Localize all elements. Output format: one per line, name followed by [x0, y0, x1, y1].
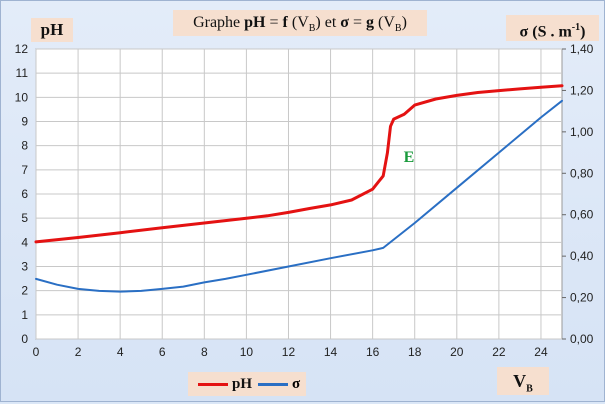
y-left-tick-label: 5 — [21, 211, 28, 225]
y-left-tick-label: 10 — [15, 90, 29, 104]
y-right-tick-label: 1,20 — [570, 83, 594, 97]
equivalence-point-label: E — [404, 149, 415, 166]
y-left-tick-label: 8 — [21, 139, 28, 153]
y-right-tick-label: 0,40 — [570, 249, 594, 263]
y-left-tick-label: 9 — [21, 115, 28, 129]
y-left-tick-label: 0 — [21, 332, 28, 346]
x-tick-label: 24 — [534, 345, 548, 359]
y-left-tick-label: 4 — [21, 235, 28, 249]
chart-title: Graphe pH = f (VB) et σ = g (VB) — [173, 10, 427, 36]
x-tick-label: 10 — [240, 345, 254, 359]
y-left-tick-label: 7 — [21, 163, 28, 177]
x-tick-label: 20 — [450, 345, 464, 359]
y-right-tick-label: 1,00 — [570, 125, 594, 139]
y-left-tick-label: 3 — [21, 260, 28, 274]
legend-label-sigma: σ — [292, 376, 301, 392]
x-tick-label: 6 — [159, 345, 166, 359]
y-left-tick-label: 2 — [21, 284, 28, 298]
legend-swatch-ph — [198, 383, 228, 386]
x-tick-label: 12 — [282, 345, 296, 359]
y-right-tick-label: 0,20 — [570, 291, 594, 305]
y-left-tick-label: 12 — [15, 42, 29, 56]
series-line-sigma — [35, 99, 563, 293]
x-tick-label: 16 — [366, 345, 380, 359]
series-line-ph — [34, 84, 564, 244]
y-left-tick-label: 1 — [21, 308, 28, 322]
legend: pH σ — [188, 372, 306, 396]
x-tick-label: 18 — [408, 345, 422, 359]
y-right-tick-label: 0,60 — [570, 208, 594, 222]
y-right-tick-label: 0,80 — [570, 166, 594, 180]
x-tick-label: 14 — [324, 345, 338, 359]
y-axis-right-label: σ (S . m-1) — [506, 15, 599, 41]
x-tick-label: 0 — [33, 345, 40, 359]
x-tick-label: 22 — [492, 345, 506, 359]
y-axis-left-label: pH — [31, 18, 73, 42]
y-left-tick-label: 6 — [21, 187, 28, 201]
y-right-tick-label: 1,40 — [570, 42, 594, 56]
y-right-tick-label: 0,00 — [570, 332, 594, 346]
x-tick-label: 4 — [117, 345, 124, 359]
x-tick-label: 8 — [201, 345, 208, 359]
y-left-tick-label: 11 — [16, 66, 29, 80]
x-tick-label: 2 — [75, 345, 82, 359]
legend-swatch-sigma — [258, 383, 288, 386]
x-axis-label: VB — [497, 367, 549, 395]
legend-label-ph: pH — [232, 376, 253, 392]
